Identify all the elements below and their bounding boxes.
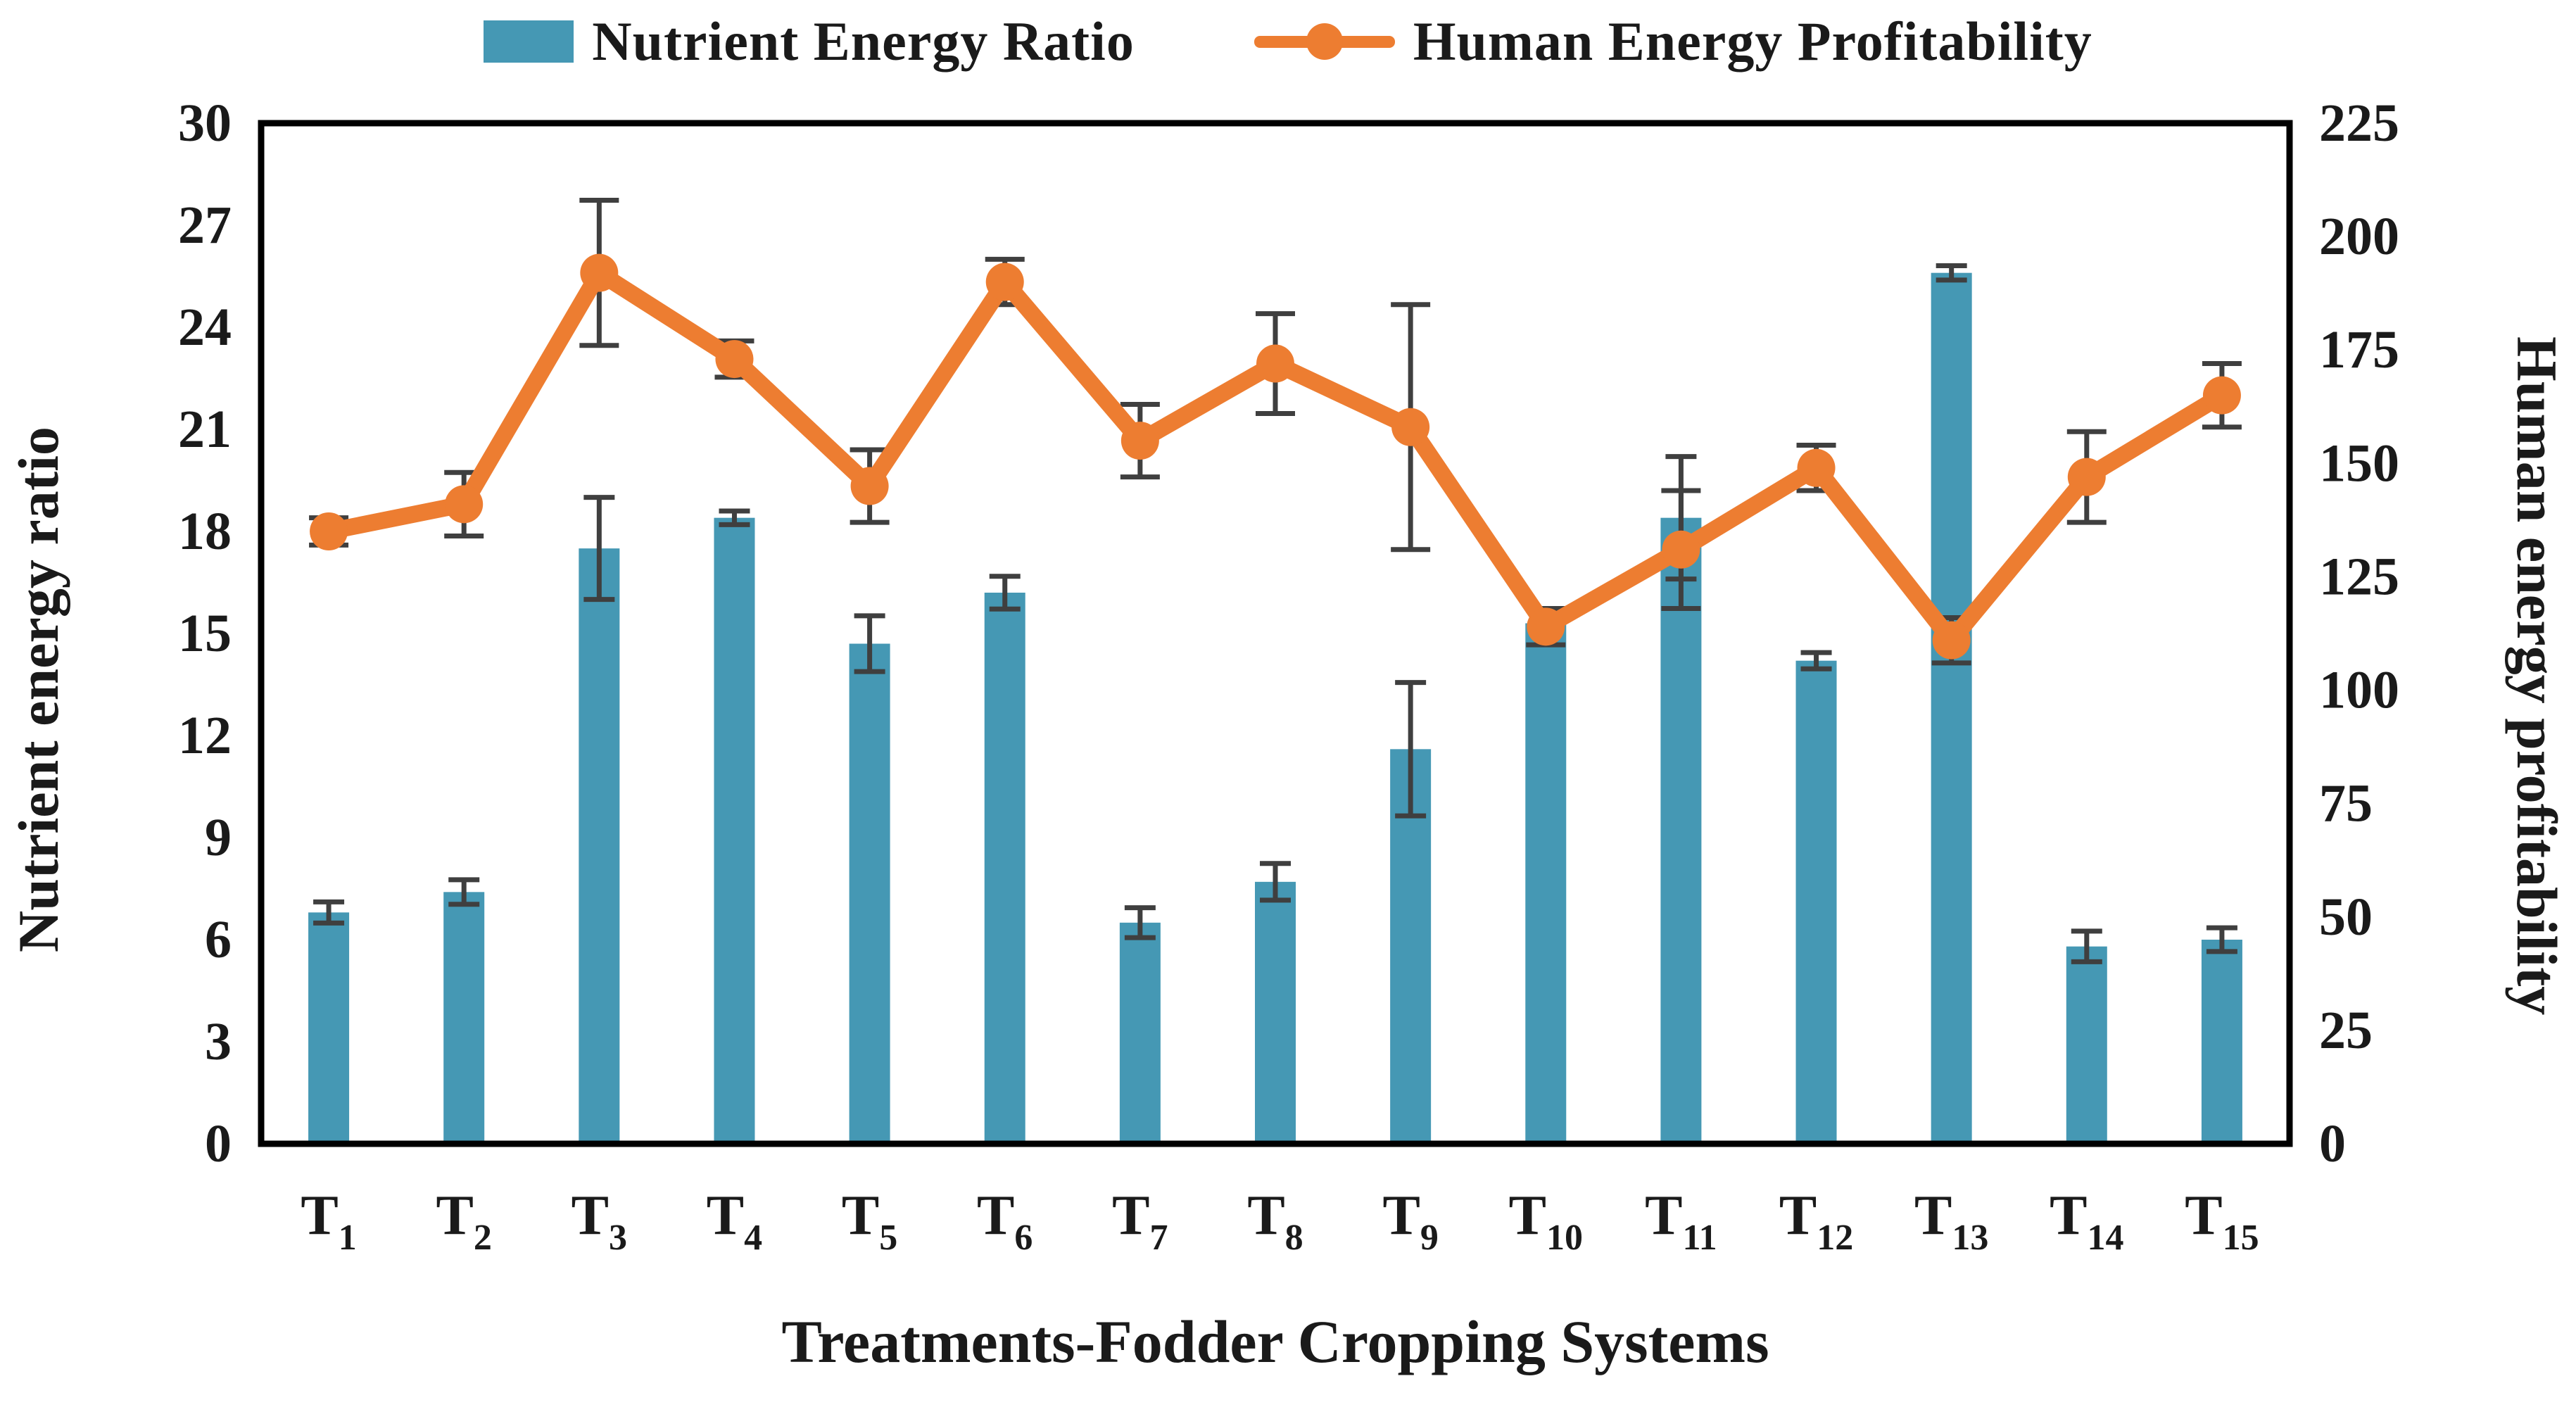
y-right-tick-225: 225 xyxy=(2319,94,2399,153)
y-right-tick-150: 150 xyxy=(2319,434,2399,493)
x-tick-T12: T12 xyxy=(1779,1185,1853,1258)
line-point-T4 xyxy=(715,340,754,379)
bar-T11 xyxy=(1660,517,1702,1144)
x-tick-T3: T3 xyxy=(572,1185,627,1258)
y-left-tick-24: 24 xyxy=(178,298,232,357)
legend-item-nutrient-energy-ratio: Nutrient Energy Ratio xyxy=(484,10,1135,73)
plot-frame xyxy=(258,120,2293,1147)
y-left-tick-27: 27 xyxy=(178,196,232,255)
y-right-tick-125: 125 xyxy=(2319,547,2399,606)
y-left-tick-15: 15 xyxy=(178,604,232,663)
y-right-tick-175: 175 xyxy=(2319,320,2399,379)
line-point-T12 xyxy=(1797,448,1836,487)
line-point-T1 xyxy=(310,512,348,550)
line-dot-swatch-icon xyxy=(1254,20,1395,63)
line-point-T9 xyxy=(1391,408,1430,446)
line-point-T8 xyxy=(1256,344,1294,383)
x-tick-T11: T11 xyxy=(1645,1185,1717,1258)
line-swatch-dot xyxy=(1306,23,1343,60)
y-right-tick-25: 25 xyxy=(2319,1001,2373,1060)
line-point-T3 xyxy=(580,253,619,292)
bar-T4 xyxy=(714,517,755,1144)
bar-T6 xyxy=(984,593,1025,1144)
y-right-axis-title: Human energy profitability xyxy=(2505,336,2569,1016)
y-right-tick-0: 0 xyxy=(2319,1114,2346,1173)
bar-swatch-icon xyxy=(484,20,574,63)
y-left-tick-9: 9 xyxy=(205,808,232,867)
legend: Nutrient Energy Ratio Human Energy Profi… xyxy=(0,10,2576,73)
line-point-T2 xyxy=(445,485,484,524)
y-left-tick-21: 21 xyxy=(178,400,232,459)
x-tick-T10: T10 xyxy=(1509,1185,1583,1258)
y-left-tick-6: 6 xyxy=(205,910,232,969)
x-tick-T1: T1 xyxy=(301,1185,356,1258)
bar-T13 xyxy=(1931,272,1972,1144)
line-point-T13 xyxy=(1932,621,1971,660)
x-tick-T9: T9 xyxy=(1382,1185,1438,1258)
y-left-tick-30: 30 xyxy=(178,94,232,153)
x-tick-T2: T2 xyxy=(436,1185,492,1258)
x-tick-T13: T13 xyxy=(1914,1185,1988,1258)
bar-T15 xyxy=(2201,940,2242,1144)
bar-T7 xyxy=(1119,922,1161,1144)
line-point-T15 xyxy=(2202,376,2241,415)
bar-T3 xyxy=(579,548,620,1144)
y-left-tick-18: 18 xyxy=(178,502,232,561)
bar-T14 xyxy=(2066,946,2107,1144)
legend-label: Nutrient Energy Ratio xyxy=(592,11,1135,72)
y-left-tick-12: 12 xyxy=(178,706,232,765)
bar-T12 xyxy=(1795,660,1837,1144)
x-tick-T14: T14 xyxy=(2050,1185,2123,1258)
y-left-tick-0: 0 xyxy=(205,1114,232,1173)
x-axis-title: Treatments-Fodder Cropping Systems xyxy=(781,1308,1769,1375)
bar-T10 xyxy=(1525,623,1567,1144)
line-point-T10 xyxy=(1527,607,1565,646)
x-tick-T8: T8 xyxy=(1247,1185,1303,1258)
x-tick-T7: T7 xyxy=(1112,1185,1168,1258)
y-right-tick-200: 200 xyxy=(2319,207,2399,266)
line-point-T14 xyxy=(2067,458,2106,496)
line-point-T11 xyxy=(1662,530,1700,569)
x-tick-T6: T6 xyxy=(977,1185,1033,1258)
line-point-T6 xyxy=(985,263,1024,301)
x-tick-T5: T5 xyxy=(842,1185,897,1258)
y-right-tick-75: 75 xyxy=(2319,774,2373,833)
x-tick-T4: T4 xyxy=(707,1185,762,1258)
bar-T1 xyxy=(308,912,350,1144)
line-point-T7 xyxy=(1120,422,1159,460)
bar-T5 xyxy=(849,643,890,1144)
bar-T8 xyxy=(1255,881,1296,1144)
y-right-tick-100: 100 xyxy=(2319,661,2399,720)
x-tick-T15: T15 xyxy=(2185,1185,2259,1258)
legend-item-human-energy-profitability: Human Energy Profitability xyxy=(1254,10,2092,73)
bar-T2 xyxy=(443,892,485,1144)
legend-label: Human Energy Profitability xyxy=(1413,11,2092,72)
y-right-tick-50: 50 xyxy=(2319,888,2373,947)
y-left-tick-3: 3 xyxy=(205,1012,232,1071)
line-point-T5 xyxy=(850,467,889,505)
